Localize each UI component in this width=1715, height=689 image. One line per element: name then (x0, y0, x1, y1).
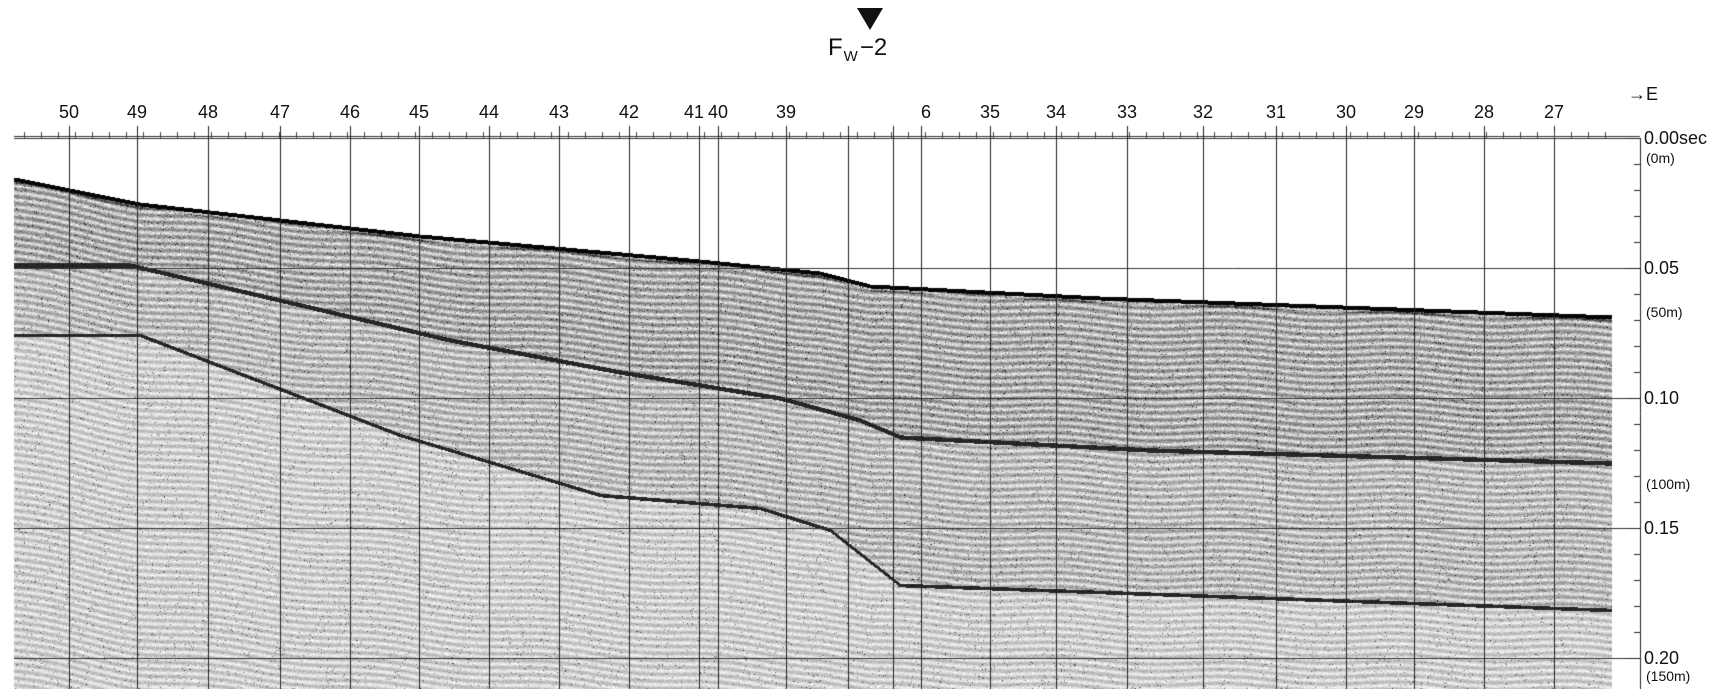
twt-label: 0.00sec (1644, 128, 1708, 148)
shot-label: 43 (548, 102, 570, 122)
fault-name-main: F (828, 34, 843, 61)
depth-label: (0m) (1646, 150, 1675, 166)
shot-label: 33 (1116, 102, 1138, 122)
shot-label: 34 (1045, 102, 1067, 122)
shot-label: 30 (1335, 102, 1357, 122)
shot-label: 40 (707, 102, 729, 122)
fault-name-suffix: −2 (859, 34, 888, 61)
fault-triangle-icon (857, 8, 883, 30)
shot-label: 48 (197, 102, 219, 122)
twt-label: 0.10 (1644, 388, 1680, 408)
shot-label: 45 (408, 102, 430, 122)
twt-label: 0.15 (1644, 518, 1680, 538)
twt-label: 0.20 (1644, 648, 1680, 668)
direction-label: →E (1628, 84, 1659, 104)
shot-label: 42 (618, 102, 640, 122)
shot-label: 32 (1192, 102, 1214, 122)
fault-name-subscript: W (843, 48, 858, 65)
shot-label: 6 (920, 102, 932, 122)
shot-label: 44 (478, 102, 500, 122)
shot-label: 27 (1543, 102, 1565, 122)
shot-label: 29 (1403, 102, 1425, 122)
depth-label: (50m) (1646, 304, 1683, 320)
shot-label: 47 (269, 102, 291, 122)
depth-label: (150m) (1646, 668, 1691, 684)
shot-label: 35 (979, 102, 1001, 122)
twt-label: 0.05 (1644, 258, 1680, 278)
shot-label: 31 (1265, 102, 1287, 122)
shot-label: 41 (683, 102, 705, 122)
shot-label: 46 (339, 102, 361, 122)
shot-label: 49 (126, 102, 148, 122)
shot-label: 50 (58, 102, 80, 122)
depth-label: (100m) (1646, 476, 1691, 492)
shot-label: 28 (1473, 102, 1495, 122)
fault-label: FW−2 (828, 34, 887, 71)
shot-label: 39 (775, 102, 797, 122)
